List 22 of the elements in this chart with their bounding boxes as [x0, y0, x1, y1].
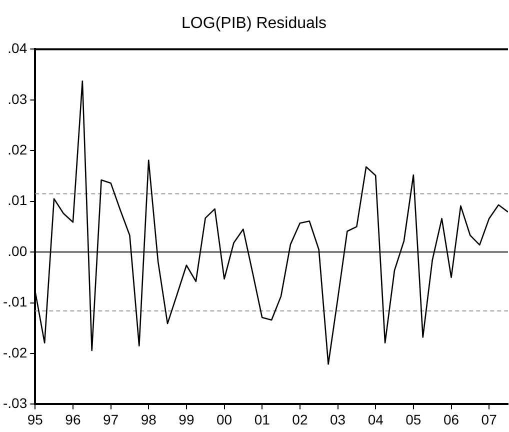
chart-title: LOG(PIB) Residuals: [182, 15, 326, 32]
x-tick-label: 99: [178, 411, 194, 428]
x-tick-label: 96: [65, 411, 81, 428]
x-tick-label: 97: [102, 411, 119, 428]
y-tick-label: .03: [8, 90, 28, 107]
x-tick-label: 01: [254, 411, 270, 428]
x-tick-label: 06: [443, 411, 460, 428]
y-tick-label: -.03: [3, 395, 28, 412]
x-tick-label: 04: [368, 411, 384, 428]
x-tick-label: 07: [481, 411, 498, 428]
x-tick-label: 05: [406, 411, 422, 428]
y-tick-label: .00: [8, 242, 28, 259]
x-tick-label: 98: [140, 411, 157, 428]
x-tick-label: 03: [330, 411, 346, 428]
x-tick-label: 95: [27, 411, 44, 428]
y-tick-label: .02: [8, 141, 28, 158]
x-tick-label: 02: [292, 411, 308, 428]
y-tick-label: .04: [8, 40, 28, 56]
y-tick-label: -.01: [3, 294, 28, 310]
y-tick-label: .01: [8, 192, 28, 208]
x-tick-label: 00: [216, 411, 232, 428]
y-tick-label: -.02: [3, 344, 28, 360]
